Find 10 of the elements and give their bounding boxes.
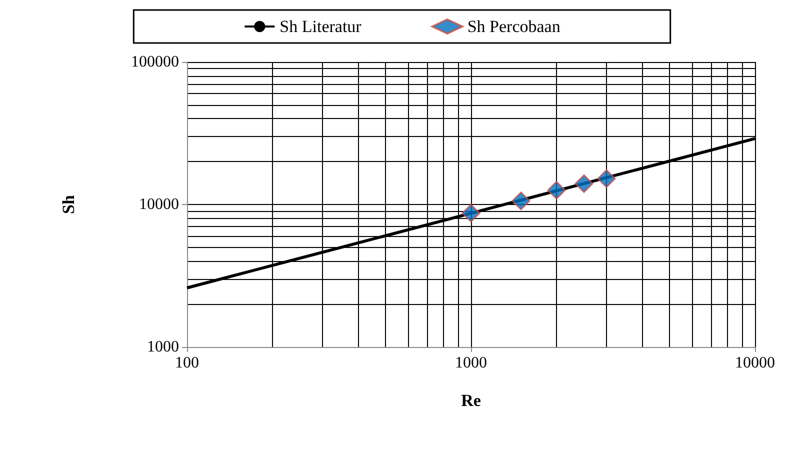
x-tick-label: 1000 (455, 354, 487, 372)
y-axis-title: Sh (59, 194, 78, 214)
legend-label: Sh Percobaan (467, 17, 561, 36)
legend-label: Sh Literatur (280, 17, 362, 36)
x-tick-label: 10000 (735, 354, 775, 372)
x-axis-title: Re (461, 391, 482, 410)
y-tick-label: 100000 (131, 54, 179, 70)
y-tick-label: 10000 (139, 196, 179, 213)
y-tick-label: 1000 (147, 338, 179, 356)
x-tick-label: 100 (175, 354, 199, 372)
